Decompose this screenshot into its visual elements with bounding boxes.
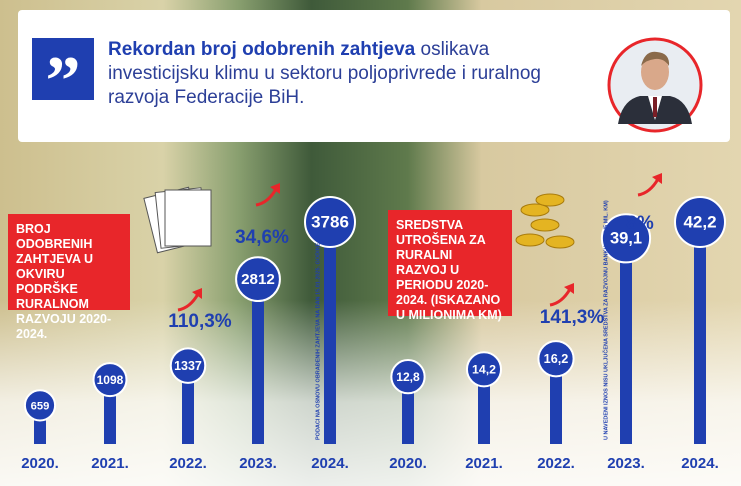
value-label: 2812 <box>241 271 275 288</box>
value-label: 39,1 <box>610 230 642 248</box>
value-bubble <box>23 389 57 422</box>
value-label: 3786 <box>311 212 349 231</box>
growth-arrow <box>637 178 660 197</box>
arrow-head <box>192 288 202 299</box>
bar <box>182 365 194 444</box>
value-bubble <box>537 340 575 378</box>
growth-label: 34,6% <box>235 227 289 248</box>
growth-label: 110,3% <box>168 311 231 332</box>
value-label: 12,8 <box>396 370 420 384</box>
bar <box>550 358 562 444</box>
growth-arrow <box>549 288 572 307</box>
coins-icon <box>515 193 575 249</box>
papers-icon <box>143 186 212 254</box>
background-fade <box>0 300 741 486</box>
value-label: 1098 <box>97 373 124 387</box>
value-label: 16,2 <box>544 352 569 366</box>
arrow-head <box>564 283 574 294</box>
header-bold: Rekordan broj odobrenih zahtjeva <box>108 39 416 60</box>
value-bubble <box>235 256 281 303</box>
arrow-head <box>270 183 280 194</box>
bar <box>694 222 706 444</box>
value-bubble <box>600 213 652 264</box>
bar <box>324 222 336 444</box>
header-rest: oslikava investicijsku klimu u sektoru p… <box>108 39 541 108</box>
growth-arrow <box>177 293 200 312</box>
bar <box>478 369 490 444</box>
value-label: 42,2 <box>683 212 716 231</box>
value-label: 1337 <box>174 359 202 373</box>
x-tick-label: 2024. <box>681 455 719 472</box>
x-tick-label: 2020. <box>389 455 427 472</box>
x-tick-label: 2023. <box>607 455 645 472</box>
value-bubble <box>674 196 726 248</box>
arrow-head <box>652 173 662 184</box>
x-tick-label: 2022. <box>169 455 207 472</box>
chart-title-box: SREDSTVA UTROŠENA ZA RURALNI RAZVOJ U PE… <box>388 210 512 322</box>
footnote: U NAVEDENI IZNOS NISU UKLJUČENA SREDSTVA… <box>602 200 609 440</box>
value-bubble <box>465 351 503 388</box>
growth-label: 8% <box>626 213 654 234</box>
bar <box>620 238 632 444</box>
value-bubble <box>304 196 356 248</box>
portrait <box>607 37 703 133</box>
value-label: 14,2 <box>472 363 496 377</box>
x-tick-label: 2020. <box>21 455 59 472</box>
value-bubble <box>92 362 128 398</box>
value-bubble <box>390 359 426 395</box>
value-label: 659 <box>31 400 50 412</box>
bar <box>252 279 264 444</box>
x-tick-label: 2023. <box>239 455 277 472</box>
x-tick-label: 2021. <box>465 455 503 472</box>
growth-label: 141,3% <box>540 307 605 328</box>
x-tick-label: 2022. <box>537 455 575 472</box>
x-tick-label: 2024. <box>311 455 349 472</box>
value-bubble <box>169 347 207 384</box>
footnote: PODACI NA OSNOVU OBRAĐENIH ZAHTJEVA NA D… <box>315 242 321 440</box>
x-tick-label: 2021. <box>91 455 129 472</box>
chart-title-box: BROJ ODOBRENIH ZAHTJEVA U OKVIRU PODRŠKE… <box>8 214 130 341</box>
growth-arrow <box>255 188 278 207</box>
header-text: Rekordan broj odobrenih zahtjeva oslikav… <box>108 38 588 110</box>
